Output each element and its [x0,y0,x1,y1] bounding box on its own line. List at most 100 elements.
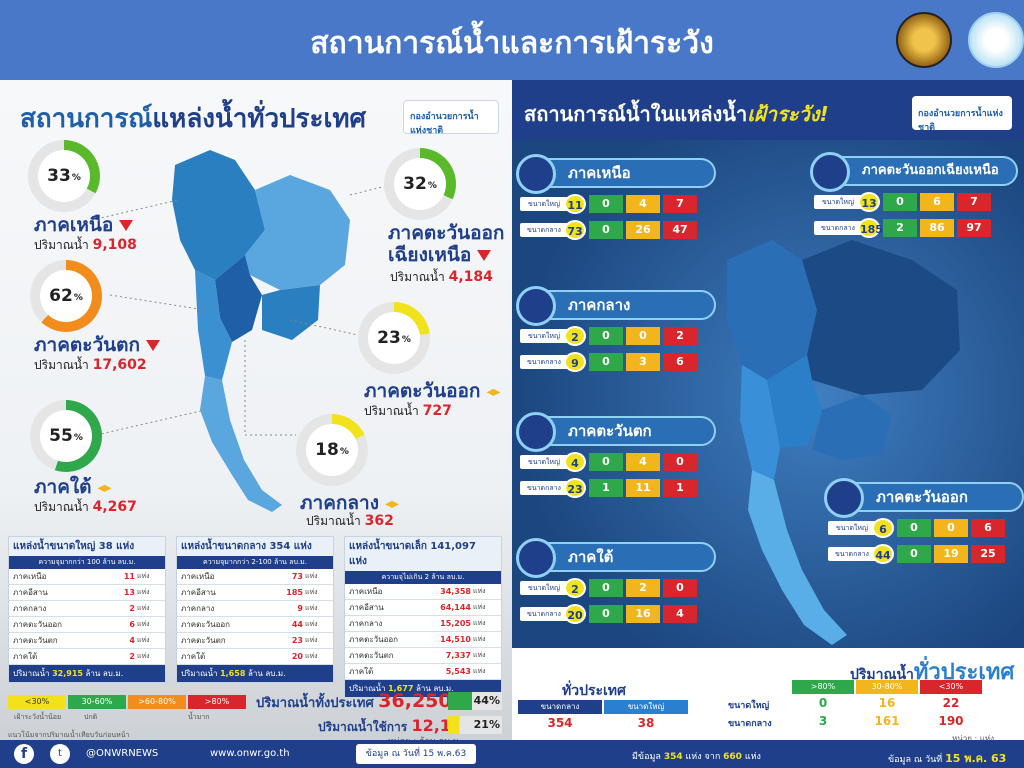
left-panel-title: สถานการณ์แหล่งน้ำทั่วประเทศ [20,104,367,134]
central-name: ภาคกลาง ◂▸ [300,492,400,514]
region-circle-icon [824,478,864,518]
vol-large-high: 0 [818,696,828,710]
table-row: ภาคเหนือ 73 แห่ง [177,569,333,585]
table-row: ภาคเหนือ 11 แห่ง [9,569,165,585]
thailand-risk-map [727,240,960,645]
vol-medium-mid: 161 [874,714,900,728]
trend-footnote: แนวโน้มจากปริมาณน้ำเทียบวันก่อนหน้า [8,731,130,739]
nationwide-title: ทั่วประเทศ [562,683,626,699]
map-west [195,270,232,380]
table-footer: ปริมาณน้ำ 32,915 ล้าน ลบ.ม. [9,665,165,682]
north-donut: 33% [28,140,100,212]
table-row: ภาคอีสาน 185 แห่ง [177,585,333,601]
map-central [767,355,822,448]
table-row: ภาคเหนือ 34,358 แห่ง [345,584,501,600]
summary-value-large: 38 [637,716,655,730]
legend-veryhigh: >80% [188,695,246,709]
trend-down-icon [119,220,134,231]
map-north [727,240,817,380]
right-footer: มีข้อมูล 354 แห่ง จาก 660 แห่ง ข้อมูล ณ … [512,740,1024,768]
onwr-logo-icon [968,12,1024,68]
legend: <30% 30-60% >60-80% >80% [8,695,246,709]
box-row-medium: ขนาดกลาง 185 2 86 97 [814,218,1018,238]
box-row-medium: ขนาดกลาง 20 0 16 4 [520,604,716,624]
map-northeast [802,240,960,395]
table-row: ภาคกลาง 2 แห่ง [9,601,165,617]
west-donut: 62% [30,260,102,332]
trend-flat-icon: ◂▸ [385,495,400,512]
south-volume: ปริมาณน้ำ 4,267 [34,499,137,515]
box-row-large: ขนาดใหญ่ 6 0 0 6 [828,518,1024,538]
twitter-icon[interactable]: t [50,744,70,764]
right-logo: กองอำนวยการน้ำแห่งชาติ [912,96,1012,133]
vol-large-low: 22 [942,696,960,710]
south-donut: 55% [30,400,102,472]
region-circle-icon [810,152,850,192]
east-volume: ปริมาณน้ำ 727 [364,403,452,419]
table-row: ภาคกลาง 15,205 แห่ง [345,616,501,632]
table-row: ภาคใต้ 2 แห่ง [9,649,165,665]
legend-high: >60-80% [128,695,186,709]
social-handle[interactable]: @ONWRNEWS [86,748,159,759]
right-header: สถานการณ์น้ำในแหล่งน้ำเฝ้าระวัง! กองอำนว… [512,80,1024,140]
table-row: ภาคอีสาน 64,144 แห่ง [345,600,501,616]
header-bar: สถานการณ์น้ำและการเฝ้าระวัง [0,0,1024,80]
region-circle-icon [516,154,556,194]
table-row: ภาคใต้ 5,543 แห่ง [345,664,501,680]
vol-large-mid: 16 [878,696,896,710]
website-link[interactable]: www.onwr.go.th [210,748,290,759]
central-donut: 18% [296,414,368,486]
region-circle-icon [516,538,556,578]
legend-normal: 30-60% [68,695,126,709]
legend-label-high: น้ำมาก [188,713,210,721]
vol-header-high: >80% [792,680,854,694]
west-volume: ปริมาณน้ำ 17,602 [34,357,147,373]
data-coverage: มีข้อมูล 354 แห่ง จาก 660 แห่ง [632,752,761,762]
summary-value-medium: 354 [547,716,573,730]
total-pct-bar: 44% [448,692,502,710]
region-circle-icon [516,286,556,326]
table-row: ภาคตะวันตก 4 แห่ง [9,633,165,649]
summary-area [512,648,1024,740]
map-west [740,365,780,480]
government-seal-icon [896,12,952,68]
box-west: ภาคตะวันตก ขนาดใหญ่ 4 0 4 0 ขนาดกลาง 23 1 11 1 [516,412,716,498]
northeast-donut: 32% [384,148,456,220]
table-row: ภาคตะวันตก 23 แห่ง [177,633,333,649]
east-name: ภาคตะวันออก ◂▸ [364,380,501,402]
east-donut: 23% [358,302,430,374]
table-row: ภาคตะวันออก 14,510 แห่ง [345,632,501,648]
facebook-icon[interactable]: f [14,744,34,764]
box-north: ภาคเหนือ ขนาดใหญ่ 11 0 4 7 ขนาดกลาง 73 0 26 47 [516,154,716,240]
vol-medium-low: 190 [938,714,964,728]
summary-header-large: ขนาดใหญ่ [604,700,688,714]
map-east [812,395,892,460]
trend-down-icon [145,340,160,351]
trend-down-icon [477,250,492,261]
box-row-medium: ขนาดกลาง 23 1 11 1 [520,478,716,498]
map-south [200,376,282,512]
right-data-date: ข้อมูล ณ วันที่ 15 พ.ค. 63 [888,752,1007,765]
box-row-large: ขนาดใหญ่ 4 0 4 0 [520,452,716,472]
volume-unit: หน่วย : แห่ง [952,734,995,743]
data-date: ข้อมูล ณ วันที่ 15 พ.ค.63 [356,744,476,764]
usable-pct-bar: 21% [448,716,502,734]
map-east [262,285,320,340]
table-row: ภาคตะวันตก 7,337 แห่ง [345,648,501,664]
region-circle-icon [516,412,556,452]
box-row-medium: ขนาดกลาง 44 0 19 25 [828,544,1024,564]
table-footer: ปริมาณน้ำ 1,658 ล้าน ลบ.ม. [177,665,333,682]
right-panel-title: สถานการณ์น้ำในแหล่งน้ำเฝ้าระวัง! [524,102,829,126]
right-panel: สถานการณ์น้ำในแหล่งน้ำเฝ้าระวัง! กองอำนว… [512,80,1024,768]
west-name: ภาคตะวันตก [34,330,160,360]
vol-medium-high: 3 [818,714,828,728]
vol-header-low: <30% [920,680,982,694]
left-panel: สถานการณ์แหล่งน้ำทั่วประเทศ กองอำนวยการน… [0,80,512,768]
central-volume: ปริมาณน้ำ 362 [306,513,394,529]
vol-row-large-label: ขนาดใหญ่ [728,701,770,711]
large-reservoir-table: แหล่งน้ำขนาดใหญ่ 38 แห่ง ความจุมากกว่า 1… [8,536,166,683]
map-central [215,255,262,342]
box-northeast: ภาคตะวันออกเฉียงเหนือ ขนาดใหญ่ 13 0 6 7 ขนาด… [810,152,1018,238]
box-east: ภาคตะวันออก ขนาดใหญ่ 6 0 0 6 ขนาดกลาง 44 0 19 25 [824,478,1024,564]
map-northeast [245,175,350,290]
